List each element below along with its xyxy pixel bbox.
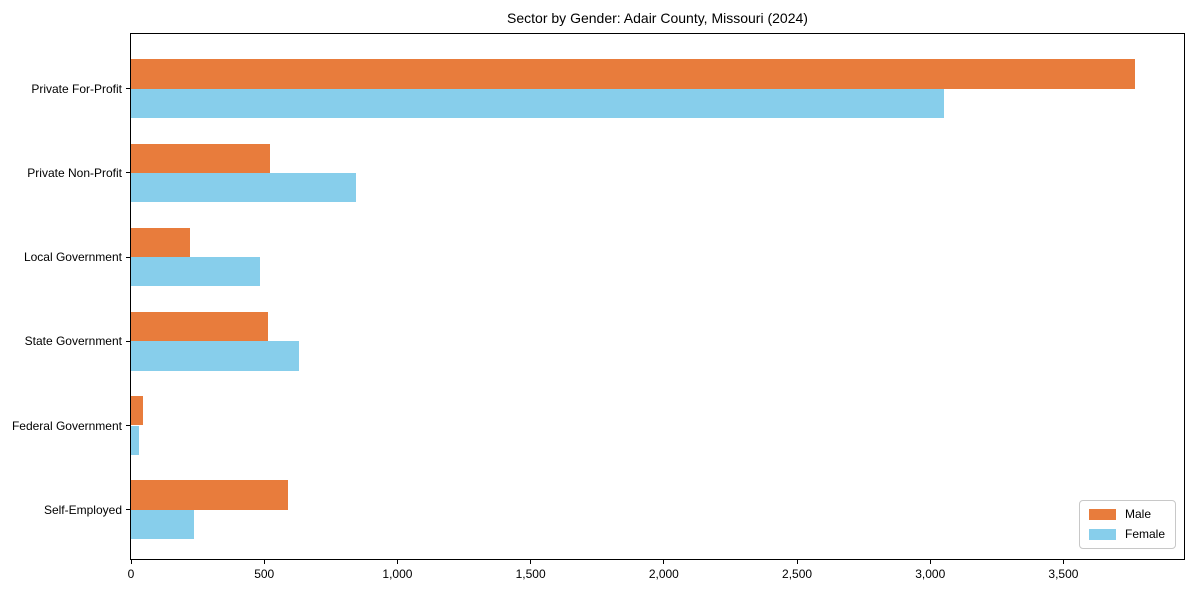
- x-axis-tick-3000: [929, 559, 931, 564]
- x-axis-tick-500: [263, 559, 265, 564]
- chart-title: Sector by Gender: Adair County, Missouri…: [507, 10, 808, 26]
- bar-female-private-for-profit: [131, 88, 944, 119]
- y-axis-tick-state-government: [126, 340, 131, 342]
- x-tick-label-500: 500: [254, 567, 275, 581]
- legend: Male Female: [1078, 500, 1176, 549]
- y-axis-tick-self-employed: [126, 509, 131, 511]
- legend-label-male: Male: [1124, 507, 1151, 521]
- legend-swatch-male-icon: [1088, 509, 1116, 520]
- x-tick-label-2000: 2,000: [648, 567, 679, 581]
- bar-female-self-employed: [131, 509, 194, 540]
- y-tick-label-self-employed: Self-Employed: [43, 502, 122, 517]
- legend-row-female: Female: [1088, 527, 1165, 541]
- bar-male-local-government: [131, 227, 190, 258]
- x-axis-tick-1000: [396, 559, 398, 564]
- x-tick-label-1500: 1,500: [515, 567, 546, 581]
- legend-swatch-female-icon: [1088, 529, 1116, 540]
- x-tick-label-3000: 3,000: [915, 567, 946, 581]
- bar-female-state-government: [131, 341, 299, 371]
- y-tick-label-federal-government: Federal Government: [11, 418, 122, 433]
- x-axis-tick-0: [130, 559, 132, 564]
- y-axis-tick-private-for-profit: [126, 88, 131, 90]
- y-axis-tick-local-government: [126, 256, 131, 258]
- legend-label-female: Female: [1124, 527, 1165, 541]
- bar-male-state-government: [131, 311, 269, 342]
- bar-female-private-non-profit: [131, 172, 357, 203]
- bar-male-federal-government: [131, 396, 143, 426]
- y-tick-label-local-government: Local Government: [23, 250, 122, 265]
- y-axis-tick-federal-government: [126, 425, 131, 426]
- legend-row-male: Male: [1088, 507, 1165, 521]
- y-tick-label-private-non-profit: Private Non-Profit: [27, 165, 122, 180]
- y-tick-label-private-for-profit: Private For-Profit: [31, 81, 122, 96]
- x-axis-tick-1500: [530, 559, 532, 564]
- y-axis-tick-private-non-profit: [126, 172, 131, 174]
- bar-male-private-non-profit: [131, 143, 270, 173]
- bar-male-private-for-profit: [131, 59, 1136, 89]
- x-tick-label-2500: 2,500: [782, 567, 813, 581]
- x-tick-label-1000: 1,000: [382, 567, 413, 581]
- x-tick-label-3500: 3,500: [1048, 567, 1079, 581]
- bar-male-self-employed: [131, 480, 289, 510]
- bar-female-federal-government: [131, 425, 139, 455]
- x-axis-tick-2500: [796, 559, 798, 564]
- x-axis-tick-2000: [663, 559, 665, 564]
- x-tick-label-0: 0: [127, 567, 135, 581]
- x-axis-tick-3500: [1062, 559, 1064, 564]
- plot-area: Male Female Private For-Profit Private No…: [12, 33, 1185, 581]
- y-tick-label-state-government: State Government: [24, 334, 122, 349]
- bar-female-local-government: [131, 257, 261, 287]
